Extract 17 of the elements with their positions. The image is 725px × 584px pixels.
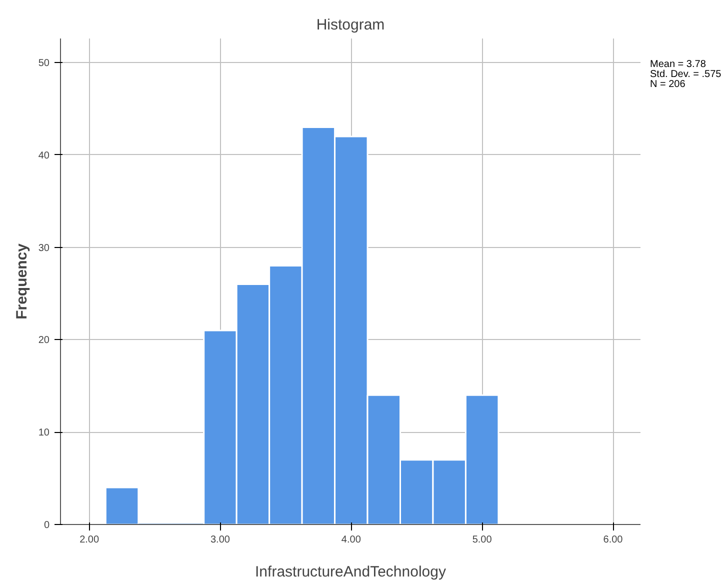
y-tick-label: 20 xyxy=(38,335,50,346)
x-tick-label: 2.00 xyxy=(80,534,100,546)
x-tick-label: 5.00 xyxy=(472,534,492,546)
y-tick-label: 40 xyxy=(38,150,50,162)
x-axis-title: InfrastructureAndTechnology xyxy=(255,564,446,580)
y-tick-label: 0 xyxy=(44,520,50,531)
text: Mean = 3.78 xyxy=(650,59,706,70)
y-axis-title: Frequency xyxy=(13,242,30,320)
y-tick-label: 10 xyxy=(38,428,50,439)
y-tick-label: 50 xyxy=(38,58,50,70)
x-tick-label: 6.00 xyxy=(603,534,624,546)
chart-title: Histogram xyxy=(316,16,385,34)
text: Std. Dev. = .575 xyxy=(650,69,722,80)
x-tick-label: 4.00 xyxy=(341,534,362,546)
text: N = 206 xyxy=(650,79,686,90)
x-tick-label: 3.00 xyxy=(210,534,230,546)
y-tick-label: 30 xyxy=(38,242,50,254)
